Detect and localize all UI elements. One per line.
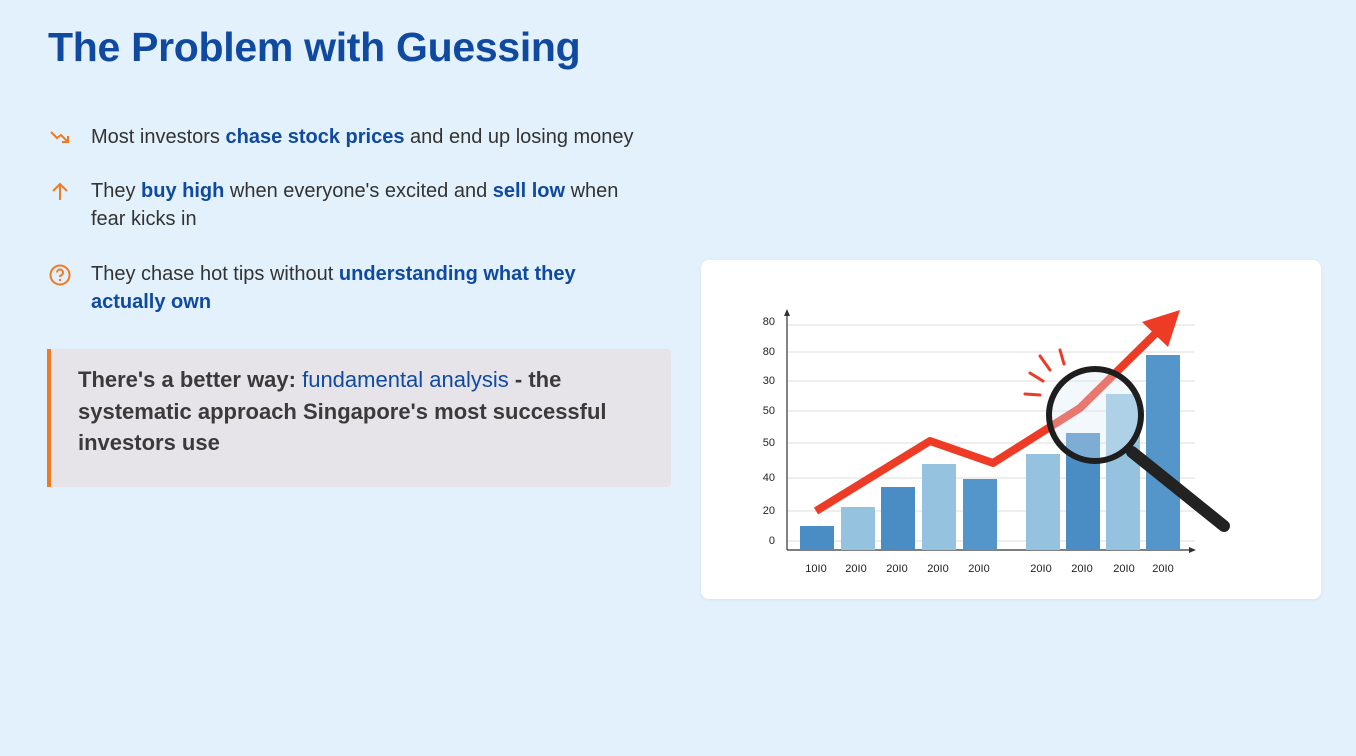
- text: and end up losing money: [404, 126, 634, 148]
- highlight: buy high: [141, 180, 225, 202]
- illustration-label: 20I0: [1030, 563, 1051, 575]
- bullet: Most investors chase stock prices and en…: [48, 123, 648, 155]
- illustration-label: 20: [763, 505, 775, 517]
- illustration-label: 20I0: [845, 563, 866, 575]
- illustration-label: 50: [763, 405, 775, 417]
- illustration-label: 20I0: [1071, 563, 1092, 575]
- icon-arrow-up: [52, 182, 68, 200]
- title: The Problem with Guessing: [48, 24, 581, 70]
- icon-question: [49, 264, 71, 286]
- illustration-label: 20I0: [927, 563, 948, 575]
- highlight: chase stock prices: [225, 126, 405, 148]
- highlight: fundamental analysis: [302, 367, 509, 392]
- illustration-label: 20I0: [886, 563, 907, 575]
- text: They chase hot tips without: [91, 263, 339, 285]
- bullet-text: They buy high when everyone's excited an…: [91, 177, 648, 233]
- highlight: understanding what they actually own: [91, 263, 576, 313]
- icon-trend-down: [50, 131, 69, 143]
- text: - the systematic approach Singapore's mo…: [78, 367, 607, 455]
- bullet-text: They chase hot tips without understandin…: [91, 260, 648, 316]
- illustration-label: 0: [769, 535, 775, 547]
- illustration-label: 50: [763, 437, 775, 449]
- callout: There's a better way: fundamental analys…: [47, 349, 671, 487]
- text: when fear kicks in: [91, 180, 619, 230]
- bullet: They buy high when everyone's excited an…: [48, 177, 648, 233]
- illustration-label: 10I0: [805, 563, 826, 575]
- illustration-label: 20I0: [968, 563, 989, 575]
- text: They: [91, 180, 142, 202]
- bullet-text: Most investors chase stock prices and en…: [91, 123, 634, 155]
- highlight: sell low: [492, 180, 566, 202]
- bullet: They chase hot tips without understandin…: [48, 260, 648, 316]
- illustration-label: 20I0: [1113, 563, 1134, 575]
- illustration-label: 80: [763, 346, 775, 358]
- text: when everyone's excited and: [224, 180, 493, 202]
- image-card: 80 80 30 50 50 40 20 0 10I0 20I0 20I0 20I0 20I0 20I0 2…: [701, 260, 1321, 599]
- illustration-label: 30: [763, 375, 775, 387]
- illustration-label: 40: [763, 472, 775, 484]
- text: There's a better way:: [78, 367, 303, 392]
- chart-illustration: 80 80 30 50 50 40 20 0 10I0 20I0 20I0 20I0 20I0 20I0 2…: [763, 309, 1230, 575]
- illustration-label: 20I0: [1152, 563, 1173, 575]
- text: Most investors: [91, 126, 226, 148]
- illustration-label: 80: [763, 316, 775, 328]
